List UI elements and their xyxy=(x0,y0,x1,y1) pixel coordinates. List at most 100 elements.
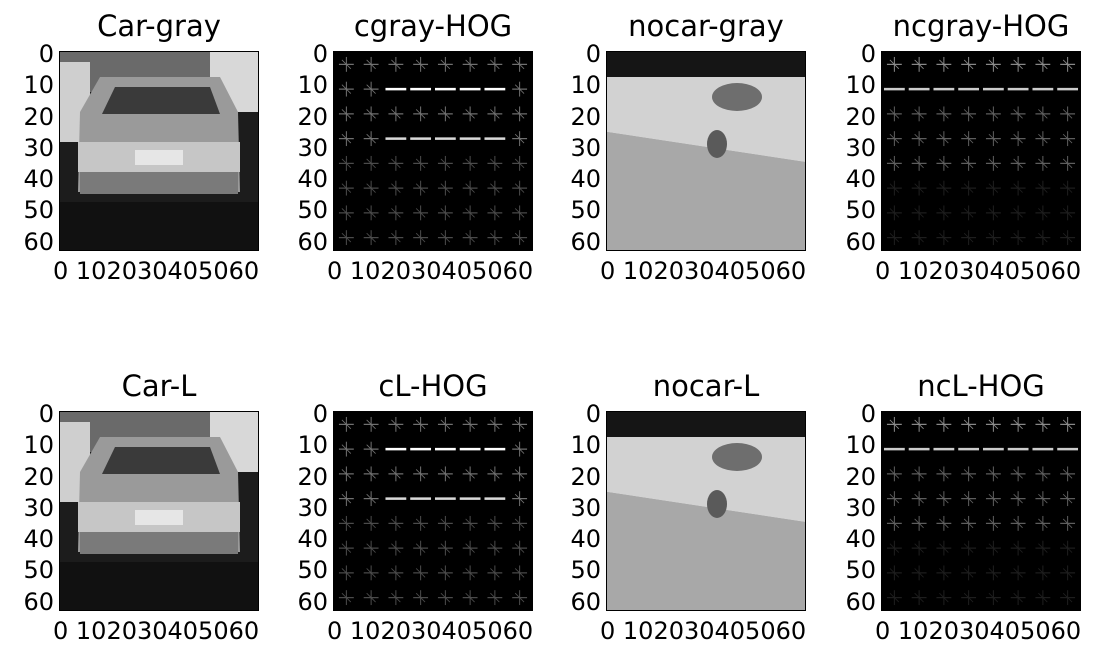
hog-cell-stroke xyxy=(889,592,900,603)
y-tick-label: 40 xyxy=(23,165,54,193)
hog-cell-stroke xyxy=(391,208,401,218)
hog-cell-stroke xyxy=(391,568,401,578)
x-axis-labels: 0 102030405060 xyxy=(327,617,534,645)
hog-cell-stroke xyxy=(366,518,376,529)
hog-cell-stroke xyxy=(465,109,475,119)
hog-cell-stroke xyxy=(1062,109,1073,119)
y-axis-labels: 0 10 20 30 40 50 60 xyxy=(278,402,328,616)
hog-cell-stroke xyxy=(988,592,999,603)
hog-cell-stroke xyxy=(391,469,401,479)
hog-cell-stroke xyxy=(914,518,924,529)
car-rear-window xyxy=(102,447,220,474)
photo-dark-blob xyxy=(712,83,762,111)
hog-cell-stroke xyxy=(1062,59,1073,70)
x-axis-labels: 0 102030405060 xyxy=(875,617,1082,645)
car-bumper xyxy=(80,532,238,554)
hog-cell-stroke xyxy=(490,518,500,529)
hog-cell-stroke xyxy=(366,183,376,193)
hog-cell-stroke xyxy=(939,109,949,119)
hog-cell-stroke xyxy=(939,208,949,218)
hog-cell-stroke xyxy=(341,444,352,454)
y-axis-labels: 0 10 20 30 40 50 60 xyxy=(826,42,876,254)
hog-cell-stroke xyxy=(1038,158,1048,169)
hog-cell-stroke xyxy=(1013,469,1023,479)
hog-cell-stroke xyxy=(1013,592,1023,603)
photo-dark-blob xyxy=(712,443,762,471)
hog-cell-stroke xyxy=(889,419,900,430)
hog-cell-stroke xyxy=(963,419,974,430)
hog-cell-stroke xyxy=(341,59,352,70)
hog-cell-stroke xyxy=(440,518,451,529)
car-rear-window xyxy=(102,87,220,114)
hog-cell-stroke xyxy=(1062,469,1073,479)
hog-cell-stroke xyxy=(988,419,999,430)
hog-cell-stroke xyxy=(490,568,500,578)
x-axis-labels: 0 102030405060 xyxy=(600,617,807,645)
hog-cell-stroke xyxy=(391,419,401,430)
y-tick-label: 30 xyxy=(297,133,328,162)
hog-cell-stroke xyxy=(1062,568,1073,578)
y-axis-labels: 0 10 20 30 40 50 60 xyxy=(551,402,601,614)
hog-cell-stroke xyxy=(1013,59,1023,70)
hog-cell-stroke xyxy=(514,493,525,504)
hog-cell-stroke xyxy=(939,568,949,578)
panel-image xyxy=(334,412,532,610)
hog-cell-stroke xyxy=(490,543,500,553)
car-license-plate xyxy=(135,510,183,525)
hog-cell-stroke xyxy=(490,208,500,218)
image-panel-ncgray-hog xyxy=(881,51,1081,251)
car-license-plate xyxy=(135,150,183,165)
hog-cell-stroke xyxy=(391,543,401,553)
hog-cell-stroke xyxy=(1013,183,1023,193)
hog-cell-stroke xyxy=(440,59,451,70)
hog-cell-stroke xyxy=(341,518,352,529)
hog-cell-stroke xyxy=(341,84,352,94)
hog-cell-stroke xyxy=(939,232,949,243)
hog-cell-stroke xyxy=(889,493,900,504)
photo-ground xyxy=(607,132,805,250)
hog-cell-stroke xyxy=(1038,568,1048,578)
hog-cell-stroke xyxy=(988,232,999,243)
photo-road-shadow xyxy=(60,202,258,250)
hog-cell-stroke xyxy=(1038,592,1048,603)
image-panel-cgray-hog xyxy=(333,51,533,251)
hog-cell-stroke xyxy=(465,208,475,218)
hog-cell-stroke xyxy=(440,158,451,169)
y-tick-label: 60 xyxy=(570,227,601,256)
hog-cell-stroke xyxy=(514,592,525,603)
hog-cell-stroke xyxy=(514,469,525,479)
y-tick-label: 50 xyxy=(845,196,876,225)
hog-cell-stroke xyxy=(341,568,352,578)
hog-cell-stroke xyxy=(366,84,376,94)
y-tick-label: 50 xyxy=(23,196,54,225)
hog-cell-stroke xyxy=(465,59,475,70)
y-axis-labels: 0 10 20 30 40 50 60 xyxy=(278,42,328,254)
hog-cell-stroke xyxy=(914,568,924,578)
y-tick-label: 50 xyxy=(23,556,54,585)
y-tick-label: 10 xyxy=(845,71,876,100)
hog-background xyxy=(334,52,532,250)
hog-cell-stroke xyxy=(1013,493,1023,504)
y-tick-label: 10 xyxy=(570,431,601,460)
y-tick-label: 0 xyxy=(38,40,54,68)
hog-cell-stroke xyxy=(415,158,426,169)
y-tick-label: 0 xyxy=(585,400,601,428)
photo-dark-spot xyxy=(707,490,727,518)
hog-cell-stroke xyxy=(415,208,426,218)
hog-cell-stroke xyxy=(1038,59,1048,70)
hog-cell-stroke xyxy=(939,518,949,529)
hog-cell-stroke xyxy=(988,518,999,529)
y-tick-label: 60 xyxy=(297,587,328,616)
hog-cell-stroke xyxy=(1038,419,1048,430)
hog-cell-stroke xyxy=(341,109,352,119)
hog-cell-stroke xyxy=(341,543,352,553)
hog-cell-stroke xyxy=(366,208,376,218)
hog-cell-stroke xyxy=(963,109,974,119)
hog-cell-stroke xyxy=(914,493,924,504)
hog-cell-stroke xyxy=(1013,208,1023,218)
hog-cell-stroke xyxy=(341,158,352,169)
panel-image xyxy=(882,52,1080,250)
hog-cell-stroke xyxy=(440,419,451,430)
photo-dark-top xyxy=(607,412,805,437)
photo-dark-top xyxy=(607,52,805,77)
